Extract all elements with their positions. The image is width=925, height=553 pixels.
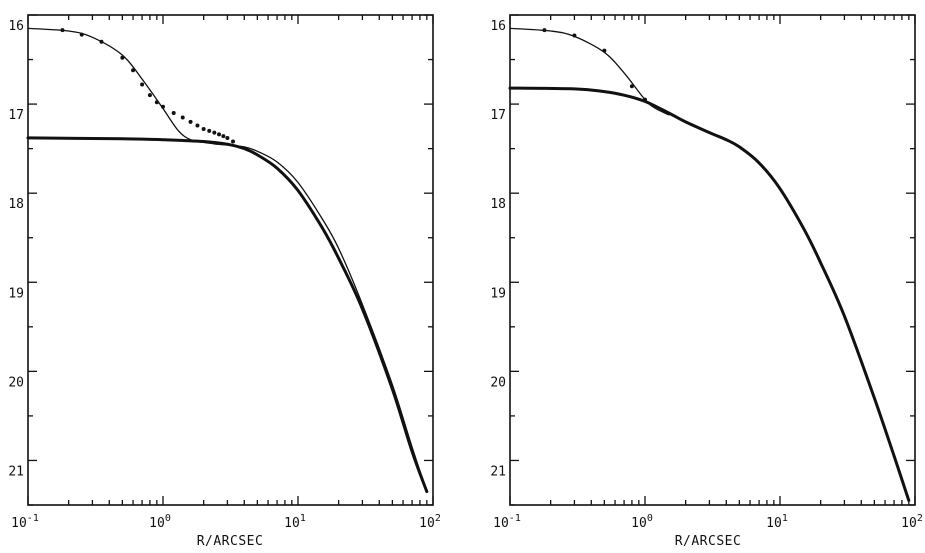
right-y-tick-label: 19 — [490, 286, 506, 301]
left-series — [26, 27, 429, 494]
left-data-point — [212, 130, 217, 135]
left-thick-curve — [26, 136, 429, 494]
left-data-point — [217, 132, 222, 137]
right-y-tick-label: 21 — [490, 464, 506, 479]
left-x-tick-label: 101 — [284, 513, 306, 531]
right-y-tick-label: 16 — [490, 19, 506, 34]
right-data-point — [542, 28, 547, 33]
left-data-point — [201, 127, 206, 132]
right-data-point — [602, 48, 607, 53]
left-thin-curve — [27, 27, 428, 493]
left-data-point — [195, 123, 200, 128]
right-y-tick-label: 18 — [490, 197, 506, 212]
left-y-tick-label: 17 — [8, 108, 24, 123]
left-panel: R/ARCSEC 16 17 18 19 20 21 10-1 100 101 102 — [8, 14, 441, 549]
left-data-point — [207, 128, 212, 133]
left-plot-frame — [27, 14, 434, 506]
left-data-point — [154, 100, 159, 105]
left-data-point — [99, 39, 104, 44]
right-data-point — [643, 97, 647, 102]
left-data-point — [221, 134, 226, 139]
right-thick-curve — [508, 86, 911, 502]
left-data-point — [225, 135, 230, 140]
right-x-tick-label: 101 — [766, 513, 788, 531]
left-data-point — [147, 93, 152, 98]
right-x-axis-label: R/ARCSEC — [675, 534, 742, 549]
right-x-tick-label: 102 — [901, 513, 923, 531]
left-data-point — [140, 82, 145, 87]
left-data-point — [60, 28, 65, 33]
right-x-tick-label: 100 — [631, 513, 653, 531]
left-x-axis-label: R/ARCSEC — [197, 534, 264, 549]
left-data-point — [120, 55, 125, 60]
left-y-tick-label: 19 — [8, 286, 24, 301]
left-ticks: 16 17 18 19 20 21 10-1 100 101 102 — [8, 14, 441, 531]
left-data-point — [161, 104, 165, 109]
left-x-tick-label: 100 — [149, 513, 171, 531]
left-data-point — [171, 111, 176, 115]
right-thin-curve — [509, 27, 670, 116]
left-y-tick-label: 16 — [8, 19, 24, 34]
left-data-point — [180, 115, 185, 120]
right-series — [508, 27, 911, 502]
left-data-point — [188, 119, 193, 124]
right-x-tick-label: 10-1 — [493, 513, 521, 531]
left-x-tick-label: 102 — [419, 513, 441, 531]
right-data-point — [629, 84, 634, 89]
left-data-point — [131, 68, 136, 73]
right-panel: R/ARCSEC 16 17 18 19 20 21 10-1 100 101 102 — [490, 14, 923, 549]
right-y-tick-label: 20 — [490, 375, 506, 390]
left-y-tick-label: 20 — [8, 375, 24, 390]
left-data-point — [79, 32, 84, 37]
left-y-tick-label: 18 — [8, 197, 24, 212]
right-data-point — [572, 33, 577, 38]
right-plot-frame — [509, 14, 916, 506]
right-y-tick-label: 17 — [490, 108, 506, 123]
left-x-tick-label: 10-1 — [11, 513, 39, 531]
left-data-point — [230, 139, 235, 144]
right-ticks: 16 17 18 19 20 21 10-1 100 101 102 — [490, 14, 923, 531]
left-y-tick-label: 21 — [8, 464, 24, 479]
